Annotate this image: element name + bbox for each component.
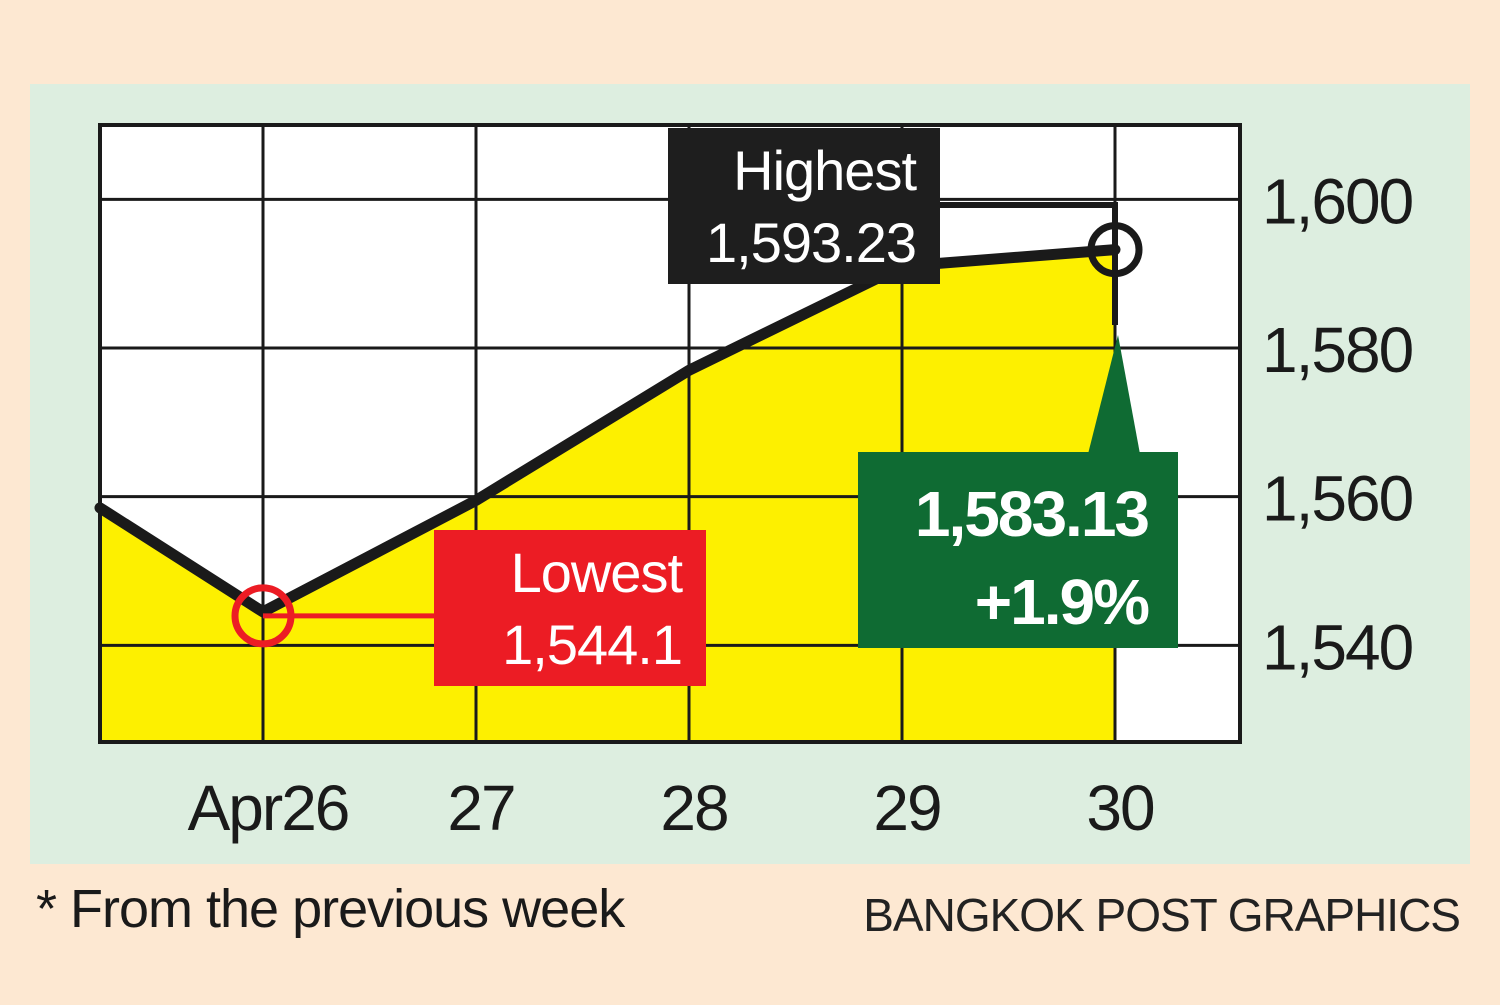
data-point [261, 609, 265, 614]
y-tick-label: 1,540 [1262, 611, 1413, 683]
close-box-pointer [1088, 335, 1140, 454]
y-tick-label: 1,580 [1262, 314, 1413, 386]
x-tick-label: 30 [1086, 772, 1154, 844]
x-tick-label: 27 [447, 772, 514, 844]
lowest-marker [231, 584, 295, 648]
x-tick-label: 29 [873, 772, 940, 844]
data-point [687, 368, 691, 373]
highest-box [668, 128, 940, 284]
data-point [98, 505, 102, 510]
close-change: +1.9% [975, 566, 1149, 638]
close-box [858, 452, 1178, 648]
close-value: 1,583.13 [915, 478, 1149, 550]
highest-value: 1,593.23 [706, 211, 916, 274]
data-point [474, 498, 478, 503]
y-tick-label: 1,600 [1262, 165, 1413, 237]
y-tick-label: 1,560 [1262, 463, 1413, 535]
lowest-value: 1,544.1 [502, 613, 682, 676]
plot-frame [98, 123, 1242, 744]
lowest-label: Lowest [511, 541, 684, 604]
graphics-credit: BANGKOK POST GRAPHICS [863, 889, 1461, 941]
x-tick-label: Apr26 [188, 772, 349, 844]
highest-marker [1087, 222, 1143, 278]
lowest-box [434, 530, 706, 686]
highest-leader-line [940, 202, 1118, 325]
footnote: * From the previous week [36, 879, 625, 939]
x-tick-label: 28 [660, 772, 727, 844]
highest-label: Highest [733, 139, 917, 202]
